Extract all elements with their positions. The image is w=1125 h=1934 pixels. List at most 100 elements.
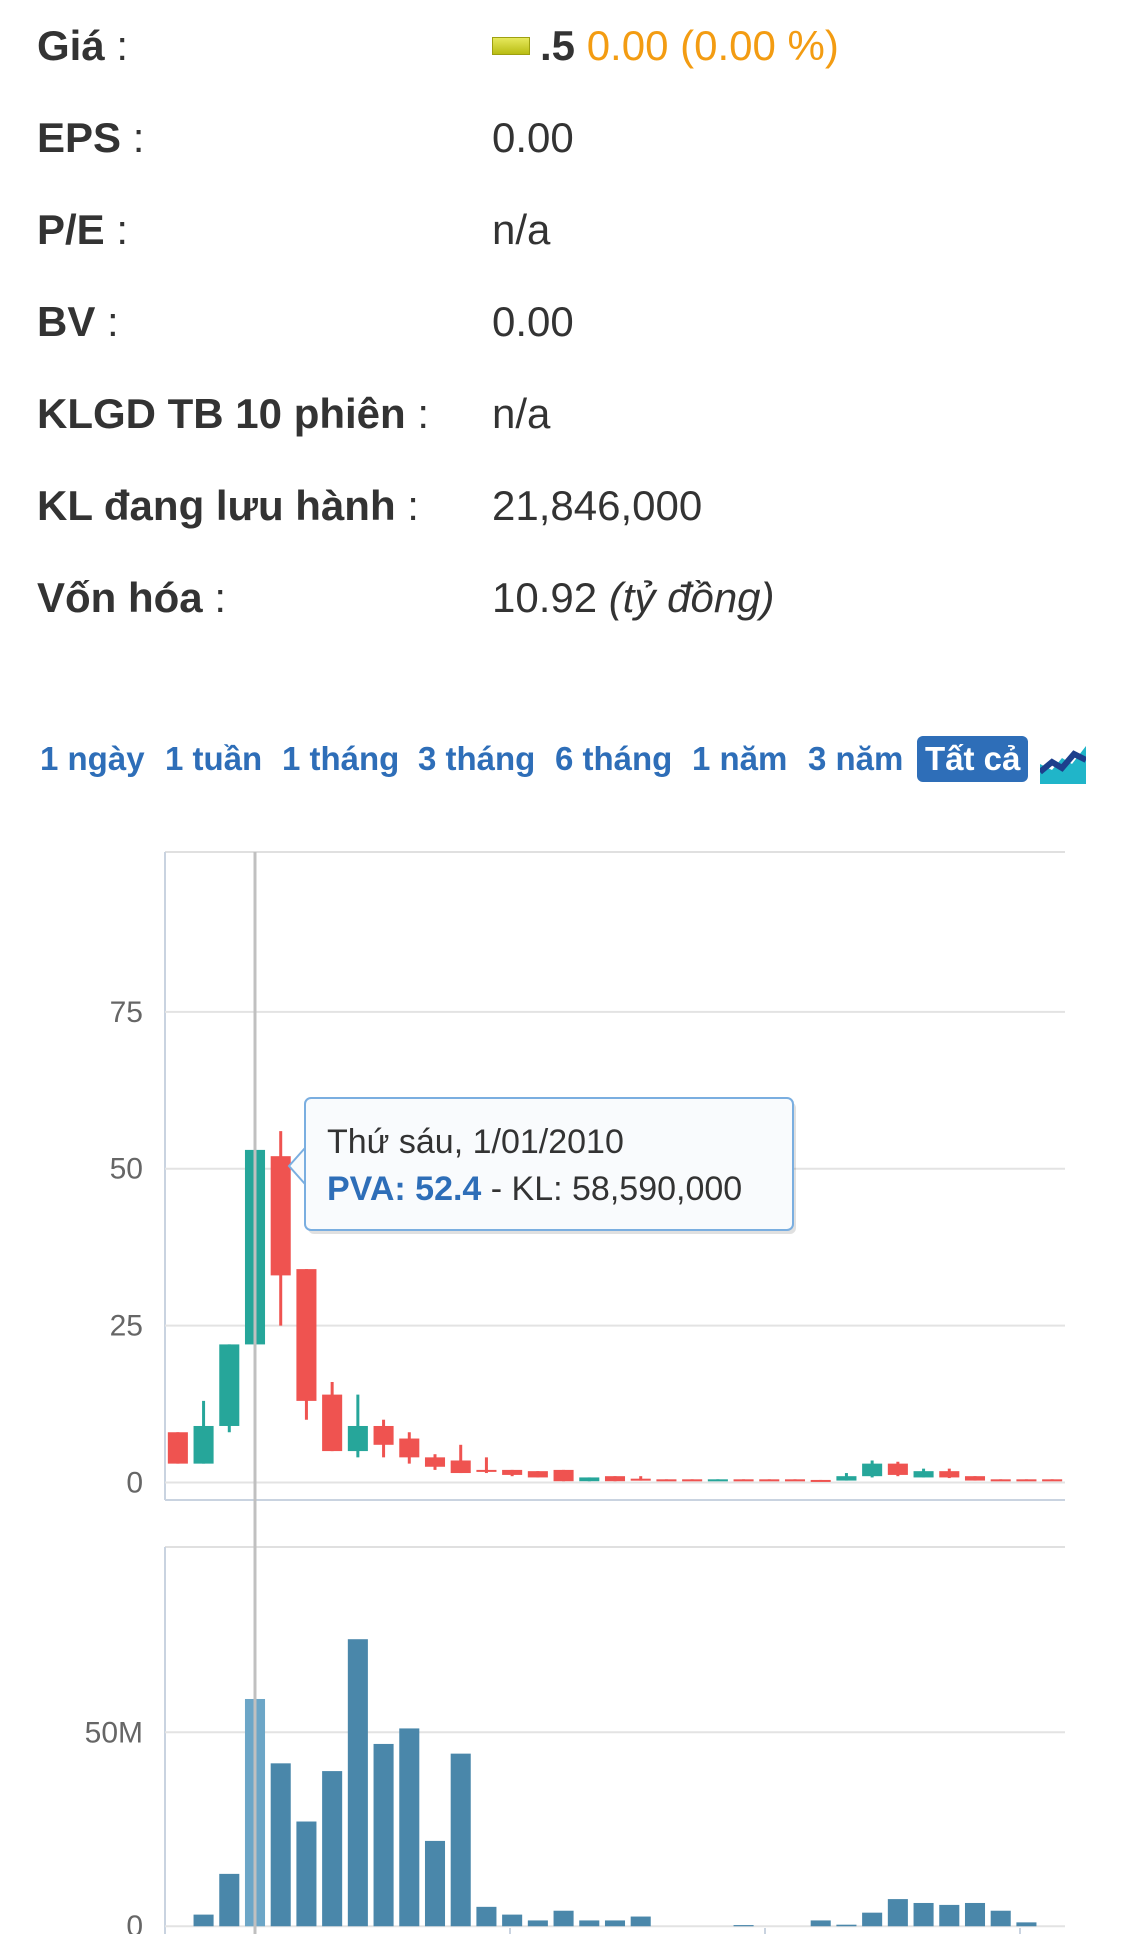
- price-volume-chart[interactable]: 0 25 50 75 0 50M Thứ sáu, 1/01/2010 PVA: 52.4…: [0, 830, 1125, 1934]
- area-chart-icon[interactable]: [1040, 742, 1086, 784]
- market-cap-label: Vốn hóa :: [37, 574, 227, 621]
- candle: [707, 1479, 728, 1482]
- candle-body: [990, 1479, 1011, 1482]
- tooltip-symbol-value: PVA: 52.4: [327, 1170, 481, 1208]
- candle: [604, 1476, 626, 1482]
- shares-outstanding-value: 21,846,000: [492, 482, 703, 529]
- candle-body: [553, 1469, 574, 1482]
- candle: [553, 1469, 574, 1482]
- volume-bar: [553, 1910, 574, 1927]
- volume-bar: [630, 1916, 651, 1927]
- volume-bar: [939, 1904, 960, 1927]
- candle-body: [502, 1469, 523, 1475]
- tab-1-month[interactable]: 1 tháng: [282, 740, 400, 777]
- tooltip-date: Thứ sáu, 1/01/2010: [327, 1123, 624, 1161]
- volume-bar: [733, 1925, 754, 1927]
- candle-body: [630, 1478, 651, 1481]
- volume-bar: [322, 1771, 343, 1927]
- candle-body: [450, 1460, 471, 1474]
- candle: [322, 1382, 343, 1452]
- volume-bar: [1016, 1922, 1037, 1927]
- chart-tooltip: Thứ sáu, 1/01/2010 PVA: 52.4 - KL: 58,590…: [287, 1097, 796, 1234]
- candle: [399, 1432, 420, 1464]
- candle-body: [887, 1463, 908, 1475]
- price-value: .5 0.00 (0.00 %): [492, 16, 839, 76]
- volume-bar: [604, 1920, 626, 1927]
- candle: [270, 1131, 291, 1326]
- candle-body: [862, 1463, 883, 1477]
- volume-bar: [579, 1920, 600, 1927]
- market-cap-value: 10.92 (tỷ đồng): [492, 574, 775, 621]
- price-tick-label: 50: [110, 1153, 143, 1186]
- tab-1-week[interactable]: 1 tuần: [165, 740, 263, 777]
- volume-bar: [810, 1920, 831, 1927]
- candle-body: [193, 1425, 214, 1464]
- tab-3-years[interactable]: 3 năm: [808, 740, 904, 777]
- volume-bars: [193, 1639, 1037, 1927]
- candle: [862, 1460, 883, 1478]
- candle-body: [322, 1394, 343, 1452]
- volume-bar: [964, 1902, 986, 1927]
- candle-body: [913, 1471, 934, 1478]
- volume-bar: [296, 1821, 317, 1927]
- candle-body: [476, 1469, 497, 1472]
- volume-bar: [913, 1902, 934, 1927]
- pe-label: P/E :: [37, 206, 129, 253]
- candle: [682, 1479, 703, 1482]
- bv-label: BV :: [37, 298, 119, 345]
- volume-bar: [476, 1906, 497, 1927]
- candle: [193, 1400, 214, 1464]
- candle: [424, 1454, 446, 1470]
- candle-body: [579, 1477, 600, 1482]
- tooltip-pointer-mask: [307, 1150, 313, 1182]
- tab-6-months[interactable]: 6 tháng: [555, 740, 673, 777]
- candle: [527, 1471, 548, 1478]
- tab-1-year[interactable]: 1 năm: [692, 740, 788, 777]
- candle: [887, 1461, 908, 1477]
- volume-bar: [193, 1914, 214, 1927]
- candle-body: [373, 1425, 394, 1445]
- candle-body: [656, 1479, 677, 1482]
- tab-all[interactable]: Tất cả: [917, 736, 1029, 782]
- candle-body: [167, 1432, 188, 1464]
- volume-bar: [450, 1753, 471, 1927]
- volume-bar: [502, 1914, 523, 1927]
- volume-axis-labels: 0 50M: [85, 1716, 143, 1934]
- tab-3-months[interactable]: 3 tháng: [418, 740, 536, 777]
- candle-body: [1016, 1479, 1037, 1482]
- price-tick-label: 25: [110, 1310, 143, 1343]
- avg-volume-value: n/a: [492, 390, 551, 437]
- volume-bar: [527, 1920, 548, 1927]
- eps-value: 0.00: [492, 114, 574, 161]
- candle-body: [682, 1479, 703, 1482]
- candle-body: [836, 1476, 857, 1481]
- candle-body: [759, 1479, 780, 1482]
- candle: [167, 1432, 188, 1464]
- volume-bar: [990, 1910, 1011, 1927]
- candle: [630, 1476, 651, 1481]
- candle: [784, 1479, 806, 1482]
- candle: [450, 1444, 471, 1474]
- candle: [810, 1479, 831, 1482]
- candle-body: [784, 1479, 806, 1482]
- candle: [656, 1479, 677, 1482]
- volume-bar: [424, 1840, 446, 1927]
- tooltip-pointer: [287, 1145, 306, 1187]
- volume-bar: [270, 1763, 291, 1927]
- candle-body: [527, 1471, 548, 1478]
- price-tick-label: 75: [110, 996, 143, 1029]
- candle-body: [270, 1156, 291, 1276]
- tooltip-volume: - KL: 58,590,000: [481, 1170, 742, 1208]
- candle: [913, 1468, 934, 1478]
- tab-1-day[interactable]: 1 ngày: [40, 740, 145, 777]
- candle: [733, 1479, 754, 1482]
- candle: [219, 1344, 240, 1433]
- candle-body: [939, 1471, 960, 1478]
- candle-body: [1042, 1479, 1063, 1482]
- volume-bar: [862, 1912, 883, 1927]
- volume-bar: [347, 1639, 368, 1927]
- candle: [759, 1479, 780, 1482]
- candle: [296, 1269, 317, 1420]
- volume-bar: [373, 1743, 394, 1927]
- shares-outstanding-label: KL đang lưu hành :: [37, 482, 419, 529]
